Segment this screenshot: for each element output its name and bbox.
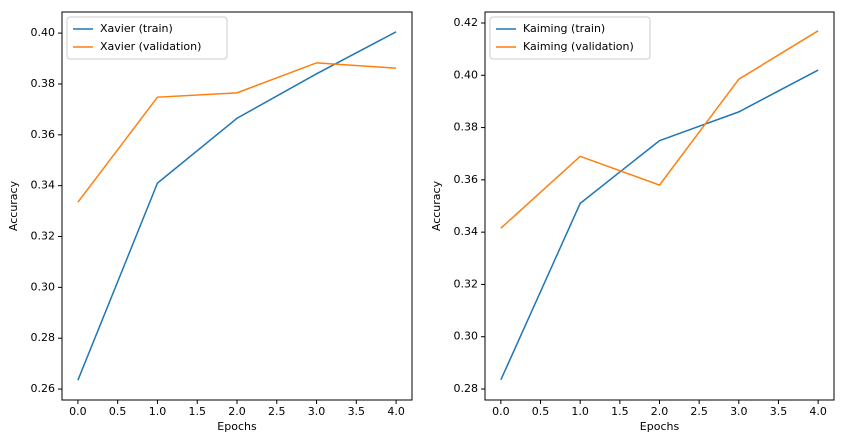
x-tick-label: 1.5 xyxy=(611,405,629,418)
legend-label: Xavier (validation) xyxy=(100,40,201,53)
x-axis-label: Epochs xyxy=(640,420,680,433)
series-line xyxy=(500,69,819,381)
y-tick-label: 0.34 xyxy=(31,179,56,192)
y-tick-label: 0.28 xyxy=(31,331,56,344)
y-tick-label: 0.32 xyxy=(31,230,56,243)
y-tick-label: 0.36 xyxy=(454,173,479,186)
x-tick-label: 1.0 xyxy=(571,405,589,418)
y-tick-label: 0.40 xyxy=(31,26,56,39)
y-tick-label: 0.42 xyxy=(454,16,479,29)
x-tick-label: 0.5 xyxy=(109,405,127,418)
x-axis-label: Epochs xyxy=(217,420,257,433)
x-tick-label: 3.0 xyxy=(308,405,326,418)
plot: 0.0 0.5 1.0 1.5 2.0 2.5 3.0 3.5 4.0 0.28 0.30 0.32 0… xyxy=(430,11,835,433)
y-tick-label: 0.26 xyxy=(31,382,56,395)
x-tick-label: 3.0 xyxy=(730,405,748,418)
x-tick-label: 2.5 xyxy=(690,405,708,418)
series-line xyxy=(500,30,819,229)
series-line xyxy=(77,31,397,381)
y-tick-label: 0.38 xyxy=(31,77,56,90)
y-tick-label: 0.40 xyxy=(454,68,479,81)
x-tick-label: 0.0 xyxy=(69,405,87,418)
legend-box xyxy=(66,16,228,60)
x-tick-label: 3.5 xyxy=(770,405,788,418)
y-tick-label: 0.34 xyxy=(454,225,479,238)
y-tick-label: 0.38 xyxy=(454,121,479,134)
x-tick-label: 0.0 xyxy=(492,405,510,418)
legend-label: Kaiming (validation) xyxy=(523,40,634,53)
y-axis-label: Accuracy xyxy=(7,180,20,231)
y-tick-label: 0.30 xyxy=(31,280,56,293)
y-tick-label: 0.30 xyxy=(454,330,479,343)
series-line xyxy=(77,62,397,203)
x-tick-label: 0.5 xyxy=(532,405,550,418)
legend-label: Xavier (train) xyxy=(100,22,173,35)
y-tick-label: 0.36 xyxy=(31,128,56,141)
x-tick-label: 3.5 xyxy=(348,405,366,418)
x-tick-label: 2.5 xyxy=(268,405,286,418)
y-axis-label: Accuracy xyxy=(430,180,443,231)
legend-label: Kaiming (train) xyxy=(523,22,605,35)
x-tick-label: 1.0 xyxy=(149,405,167,418)
plot: 0.0 0.5 1.0 1.5 2.0 2.5 3.0 3.5 4.0 0.26 0.28 0.30 0… xyxy=(7,11,413,433)
legend-box xyxy=(489,16,651,60)
x-tick-label: 4.0 xyxy=(809,405,827,418)
x-tick-label: 2.0 xyxy=(651,405,669,418)
x-tick-label: 2.0 xyxy=(228,405,246,418)
axes-frame xyxy=(61,11,413,401)
axes-frame xyxy=(484,11,835,401)
y-tick-label: 0.28 xyxy=(454,382,479,395)
y-tick-label: 0.32 xyxy=(454,277,479,290)
x-tick-label: 4.0 xyxy=(387,405,405,418)
x-tick-label: 1.5 xyxy=(188,405,206,418)
